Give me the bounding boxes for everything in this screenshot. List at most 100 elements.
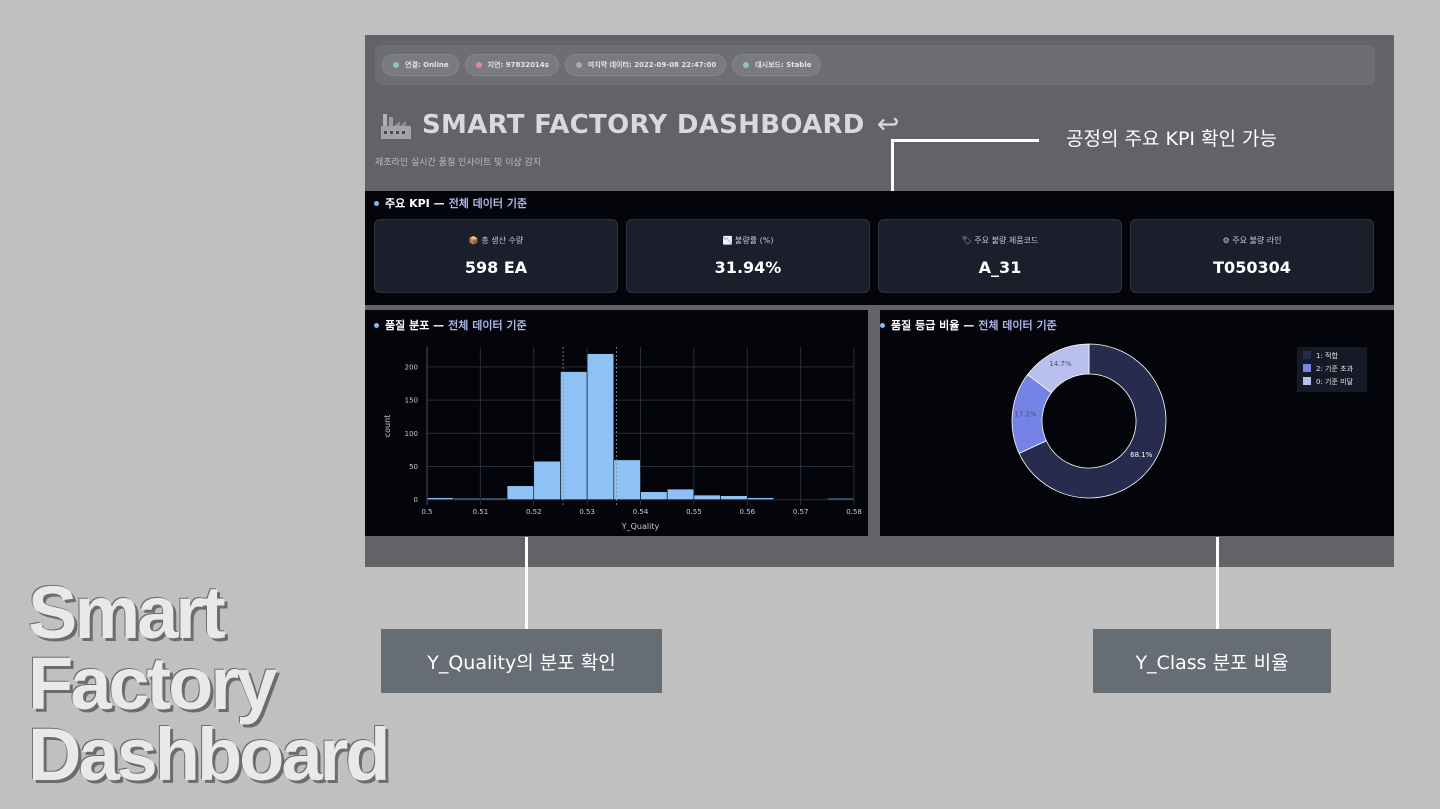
kpi-annotation-line <box>891 139 1039 142</box>
return-arrow-icon[interactable]: ↩ <box>876 109 900 140</box>
histogram-bar <box>613 459 641 500</box>
status-pill-last-data: 마지막 데이터: 2022-09-08 22:47:00 <box>564 54 727 76</box>
histogram-bar <box>693 494 721 500</box>
status-dot-icon <box>575 62 582 68</box>
kpi-label: 📉 불량률 (%) <box>722 236 774 245</box>
histogram-bar <box>640 491 668 500</box>
donut-panel: 품질 등급 비율 — 전체 데이터 기준 68.1% 17.2% 14.7% 1: 적… <box>880 310 1394 536</box>
histogram-annotation-line <box>525 537 528 629</box>
histogram-bar <box>666 488 695 500</box>
section-title-accent: 전체 데이터 기준 <box>448 197 528 210</box>
section-title-accent: 전체 데이터 기준 <box>978 319 1057 332</box>
legend-label: 2: 기준 초과 <box>1316 364 1354 373</box>
histogram-bar <box>426 497 454 500</box>
histogram-bar <box>827 498 855 500</box>
section-title-text: 품질 등급 비율 — <box>891 319 975 332</box>
donut-slice <box>1027 343 1090 394</box>
histogram-section-title: 품질 분포 — 전체 데이터 기준 <box>374 317 527 333</box>
kpi-card-defect-product: 🏷 주요 불량 제품코드 A_31 <box>878 219 1122 293</box>
tag-icon: 🏷 <box>961 236 972 245</box>
kpi-card-total-production: 📦 총 생산 수량 598 EA <box>374 219 618 293</box>
legend: 1: 적합 2: 기준 초과 0: 기준 미달 <box>1297 347 1367 392</box>
status-dot-icon <box>475 62 482 68</box>
x-tick-label: 0.56 <box>739 508 755 516</box>
y-tick-label: 150 <box>405 397 418 405</box>
histogram-bar <box>453 498 481 500</box>
kpi-value: A_31 <box>978 258 1022 277</box>
status-dot-icon <box>393 62 399 68</box>
histogram-bar <box>480 498 508 500</box>
y-tick-label: 0 <box>414 496 418 504</box>
kpi-label: 📦 총 생산 수량 <box>468 236 524 245</box>
status-label: 마지막 데이터: 2022-09-08 22:47:00 <box>587 61 717 69</box>
x-tick-label: 0.58 <box>846 508 862 516</box>
donut-annotation-line <box>1216 537 1219 629</box>
histogram-annotation: Y_Quality의 분포 확인 <box>381 629 662 693</box>
x-tick-label: 0.55 <box>686 508 702 516</box>
dashboard-screen: 연결: Online 지연: 97832014s 마지막 데이터: 2022-0… <box>365 35 1394 567</box>
section-title-text: 품질 분포 — <box>385 319 445 332</box>
big-title-line: Factory <box>28 642 277 725</box>
y-tick-label: 100 <box>405 430 418 438</box>
page-subtitle: 제조라인 실시간 품질 인사이트 및 이상 감지 <box>375 158 542 168</box>
histogram-bar <box>586 353 615 500</box>
x-tick-label: 0.54 <box>633 508 649 516</box>
x-tick-label: 0.52 <box>526 508 542 516</box>
bullet-icon <box>374 322 379 328</box>
slice-label: 68.1% <box>1130 451 1153 459</box>
status-label: 지연: 97832014s <box>487 61 549 69</box>
chart-down-icon: 📉 <box>722 236 733 245</box>
kpi-section: 주요 KPI — 전체 데이터 기준 📦 총 생산 수량 598 EA 📉 불량… <box>365 191 1394 305</box>
status-label: 연결: Online <box>405 61 449 69</box>
donut-slice <box>1018 343 1167 499</box>
legend-swatch <box>1303 377 1311 385</box>
histogram-bar <box>533 460 561 500</box>
kpi-annotation-line <box>891 139 894 191</box>
status-pill-connection: 연결: Online <box>382 54 459 76</box>
legend-swatch <box>1303 351 1311 359</box>
kpi-value: T050304 <box>1213 258 1291 277</box>
page-header: SMART FACTORY DASHBOARD ↩ <box>380 109 899 140</box>
x-axis-label: Y_Quality <box>621 522 660 531</box>
big-title-line: Smart <box>28 571 226 654</box>
section-title-accent: 전체 데이터 기준 <box>448 319 527 332</box>
slice-label: 17.2% <box>1014 411 1037 419</box>
page-title: SMART FACTORY DASHBOARD <box>422 109 865 140</box>
histogram-chart: 0.5 0.51 0.52 0.53 0.54 0.55 0.56 0.57 0.58 0 50 10… <box>383 347 862 531</box>
box-icon: 📦 <box>468 236 479 245</box>
kpi-value: 598 EA <box>464 258 528 277</box>
x-tick-label: 0.53 <box>579 508 595 516</box>
status-label: 대시보드: Stable <box>755 61 812 69</box>
gear-icon: ⚙ <box>1222 236 1230 245</box>
donut-chart: 68.1% 17.2% 14.7% 1: 적합 2: 기준 초과 0: 기준 미달 <box>1011 343 1367 499</box>
slice-label: 14.7% <box>1049 360 1072 368</box>
y-tick-label: 200 <box>405 363 418 371</box>
histogram-bar <box>720 495 748 500</box>
kpi-card-defect-line: ⚙ 주요 불량 라인 T050304 <box>1130 219 1374 293</box>
status-bar: 연결: Online 지연: 97832014s 마지막 데이터: 2022-0… <box>375 45 1375 85</box>
histogram-bar <box>560 371 588 500</box>
bullet-icon <box>880 322 885 328</box>
legend-label: 0: 기준 미달 <box>1316 377 1354 386</box>
kpi-value: 31.94% <box>714 258 782 277</box>
factory-icon <box>381 113 411 139</box>
x-tick-label: 0.5 <box>421 508 432 516</box>
status-pill-latency: 지연: 97832014s <box>464 54 559 76</box>
legend-swatch <box>1303 364 1311 372</box>
y-tick-label: 50 <box>409 463 418 471</box>
donut-section-title: 품질 등급 비율 — 전체 데이터 기준 <box>880 317 1057 333</box>
histogram-bar <box>506 485 535 500</box>
big-title-line: Dashboard <box>28 713 391 796</box>
x-tick-label: 0.51 <box>473 508 489 516</box>
kpi-annotation: 공정의 주요 KPI 확인 가능 <box>1066 128 1277 150</box>
legend-label: 1: 적합 <box>1316 351 1338 360</box>
kpi-label: 🏷 주요 불량 제품코드 <box>961 236 1039 245</box>
status-pill-dashboard: 대시보드: Stable <box>732 54 822 76</box>
donut-annotation: Y_Class 분포 비율 <box>1093 629 1331 693</box>
kpi-card-defect-rate: 📉 불량률 (%) 31.94% <box>626 219 870 293</box>
bullet-icon <box>374 200 379 206</box>
histogram-bar <box>746 497 775 500</box>
big-title: Smart Factory Dashboard <box>28 571 391 796</box>
x-tick-label: 0.57 <box>793 508 809 516</box>
y-axis-label: count <box>383 415 392 438</box>
